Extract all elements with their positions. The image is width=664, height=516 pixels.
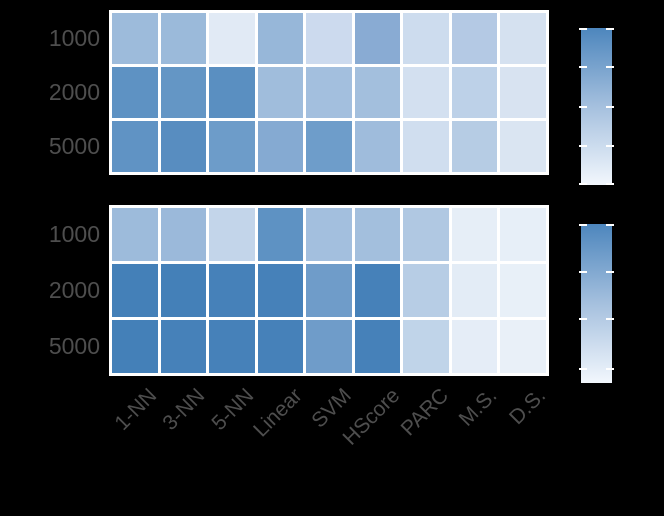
heatmap-cell-top-r0-c4	[306, 13, 352, 64]
colorbar-tick	[579, 367, 587, 370]
heatmap-cell-top-r1-c6	[403, 67, 449, 118]
colorbar-tick	[606, 224, 614, 226]
heatmap-cell-bottom-r2-c5	[354, 320, 401, 373]
heatmap-cell-top-r1-c0	[112, 67, 158, 118]
heatmap-cell-top-r1-c2	[209, 67, 255, 118]
colorbar-tick	[606, 144, 614, 147]
column-label-3nn: 3-NN	[158, 384, 210, 435]
heatmap-cell-top-r0-c6	[403, 13, 449, 64]
heatmap-cell-bottom-r1-c0	[112, 264, 158, 317]
top-heatmap	[109, 10, 549, 175]
colorbar-tick	[579, 318, 587, 321]
heatmap-cell-top-r1-c7	[451, 67, 498, 118]
heatmap-cell-top-r2-c1	[160, 121, 207, 172]
heatmap-cell-top-r0-c5	[354, 13, 401, 64]
colorbar-tick	[606, 367, 614, 370]
heatmap-cell-top-r1-c4	[306, 67, 352, 118]
heatmap-cell-bottom-r2-c0	[112, 320, 158, 373]
heatmap-cell-bottom-r0-c1	[160, 208, 207, 261]
heatmap-cell-top-r2-c5	[354, 121, 401, 172]
heatmap-cell-top-r2-c6	[403, 121, 449, 172]
colorbar-tick	[606, 183, 614, 185]
heatmap-cell-bottom-r2-c2	[209, 320, 255, 373]
heatmap-cell-bottom-r1-c4	[306, 264, 352, 317]
heatmap-cell-bottom-r2-c7	[451, 320, 498, 373]
row-label-top-2000: 2000	[48, 79, 100, 105]
colorbar-tick	[579, 105, 587, 108]
colorbar-tick	[606, 66, 614, 69]
colorbar-tick	[606, 28, 614, 30]
column-label-ms: M.S.	[454, 384, 502, 431]
heatmap-cell-top-r0-c1	[160, 13, 207, 64]
heatmap-cell-bottom-r2-c4	[306, 320, 352, 373]
row-label-bottom-5000: 5000	[48, 333, 100, 359]
heatmap-cell-bottom-r1-c8	[500, 264, 546, 317]
column-label-parc: PARC	[396, 384, 453, 441]
heatmap-cell-bottom-r1-c7	[451, 264, 498, 317]
heatmap-cell-top-r1-c8	[500, 67, 546, 118]
heatmap-cell-top-r0-c2	[209, 13, 255, 64]
heatmap-cell-bottom-r0-c6	[403, 208, 449, 261]
heatmap-cell-bottom-r1-c6	[403, 264, 449, 317]
colorbar-tick	[579, 224, 587, 226]
colorbar-tick	[579, 183, 587, 185]
heatmap-cell-bottom-r1-c5	[354, 264, 401, 317]
row-label-bottom-2000: 2000	[48, 277, 100, 303]
heatmap-cell-top-r2-c3	[257, 121, 304, 172]
heatmap-cell-top-r0-c3	[257, 13, 304, 64]
heatmap-cell-bottom-r2-c1	[160, 320, 207, 373]
heatmap-cell-top-r0-c7	[451, 13, 498, 64]
heatmap-cell-bottom-r1-c3	[257, 264, 304, 317]
heatmap-cell-bottom-r0-c3	[257, 208, 304, 261]
colorbar-tick	[579, 28, 587, 30]
heatmap-cell-top-r2-c2	[209, 121, 255, 172]
heatmap-cell-bottom-r0-c8	[500, 208, 546, 261]
colorbar-tick	[579, 270, 587, 273]
heatmap-cell-top-r1-c5	[354, 67, 401, 118]
colorbar-tick	[606, 105, 614, 108]
colorbar-tick	[579, 66, 587, 69]
heatmap-cell-bottom-r0-c5	[354, 208, 401, 261]
colorbar-tick	[579, 144, 587, 147]
heatmap-cell-top-r2-c4	[306, 121, 352, 172]
heatmap-cell-bottom-r2-c3	[257, 320, 304, 373]
heatmap-cell-top-r2-c7	[451, 121, 498, 172]
heatmap-cell-bottom-r0-c7	[451, 208, 498, 261]
row-label-bottom-1000: 1000	[48, 221, 100, 247]
column-label-1nn: 1-NN	[110, 384, 162, 435]
heatmap-cell-top-r1-c1	[160, 67, 207, 118]
heatmap-cell-top-r0-c0	[112, 13, 158, 64]
heatmap-cell-top-r2-c8	[500, 121, 546, 172]
bottom-colorbar	[579, 224, 614, 383]
heatmap-cell-top-r2-c0	[112, 121, 158, 172]
heatmap-cell-bottom-r0-c4	[306, 208, 352, 261]
column-label-linear: Linear	[249, 384, 307, 442]
heatmap-cell-bottom-r1-c2	[209, 264, 255, 317]
heatmap-cell-bottom-r0-c2	[209, 208, 255, 261]
heatmap-cell-bottom-r1-c1	[160, 264, 207, 317]
top-colorbar	[579, 28, 614, 185]
heatmap-cell-top-r1-c3	[257, 67, 304, 118]
heatmap-cell-bottom-r2-c6	[403, 320, 449, 373]
heatmap-cell-top-r0-c8	[500, 13, 546, 64]
heatmap-cell-bottom-r2-c8	[500, 320, 546, 373]
heatmap-cell-bottom-r0-c0	[112, 208, 158, 261]
row-label-top-5000: 5000	[48, 133, 100, 159]
column-label-ds: D.S.	[504, 384, 550, 430]
colorbar-tick	[606, 318, 614, 321]
bottom-heatmap	[109, 205, 549, 376]
row-label-top-1000: 1000	[48, 25, 100, 51]
colorbar-tick	[606, 270, 614, 273]
